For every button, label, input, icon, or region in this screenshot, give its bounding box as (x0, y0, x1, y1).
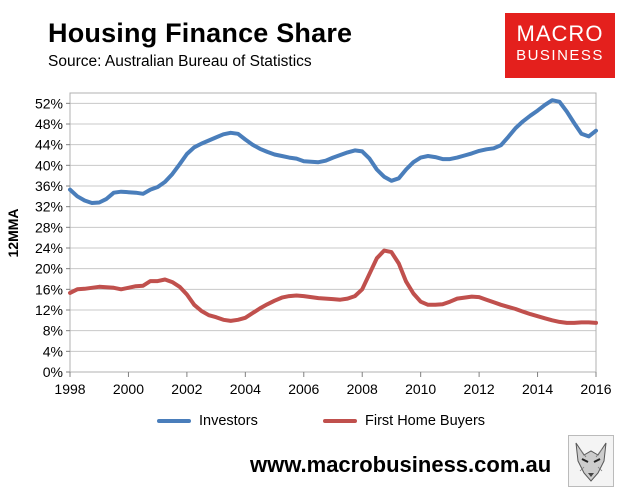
macro-business-logo: MACRO BUSINESS (505, 13, 615, 78)
logo-line-2: BUSINESS (516, 47, 604, 64)
y-tick-label: 52% (35, 95, 63, 111)
legend-swatch-first-home-buyers (323, 419, 357, 423)
legend-label-first-home-buyers: First Home Buyers (365, 413, 486, 429)
y-tick-label: 44% (35, 137, 63, 153)
wolf-mascot-icon (568, 435, 614, 487)
y-tick-label: 32% (35, 199, 63, 215)
y-tick-label: 36% (35, 178, 63, 194)
y-tick-label: 12% (35, 302, 63, 318)
x-tick-label: 2014 (522, 381, 553, 397)
chart-title: Housing Finance Share (48, 18, 353, 48)
legend-label-investors: Investors (199, 413, 258, 429)
y-tick-label: 48% (35, 116, 63, 132)
x-tick-label: 2002 (171, 381, 202, 397)
series-line-investors (68, 98, 598, 205)
y-tick-label: 24% (35, 240, 63, 256)
legend-item-investors: Investors (157, 413, 258, 429)
gridlines (70, 102, 596, 373)
x-axis: 1998 2000 2002 2004 2006 2008 2010 2012 2014 2016 (54, 372, 612, 397)
x-tick-label: 2000 (113, 381, 144, 397)
x-tick-label: 2008 (347, 381, 378, 397)
website-url[interactable]: www.macrobusiness.com.au (250, 452, 552, 477)
legend-item-first-home-buyers: First Home Buyers (323, 413, 485, 429)
y-tick-label: 20% (35, 261, 63, 277)
x-tick-label: 2016 (580, 381, 611, 397)
series-lines (68, 98, 598, 325)
x-tick-label: 2010 (405, 381, 436, 397)
x-tick-label: 2006 (288, 381, 319, 397)
series-line-first-home-buyers (68, 248, 598, 325)
x-tick-label: 1998 (54, 381, 85, 397)
y-axis-label: 12MMA (5, 208, 21, 257)
chart-subtitle: Source: Australian Bureau of Statistics (48, 53, 312, 70)
legend-swatch-investors (157, 419, 191, 423)
y-tick-label: 28% (35, 219, 63, 235)
y-tick-label: 8% (43, 323, 63, 339)
y-tick-label: 4% (43, 343, 63, 359)
x-tick-label: 2012 (464, 381, 495, 397)
y-tick-label: 40% (35, 157, 63, 173)
x-tick-label: 2004 (230, 381, 261, 397)
y-tick-label: 16% (35, 281, 63, 297)
y-tick-label: 0% (43, 364, 63, 380)
y-axis: 0% 4% 8% 12% 16% 20% 24% 28% 32% 36% 40% 44% 48% 52% (35, 95, 70, 380)
logo-line-1: MACRO (516, 21, 604, 46)
plot-area (69, 92, 597, 373)
